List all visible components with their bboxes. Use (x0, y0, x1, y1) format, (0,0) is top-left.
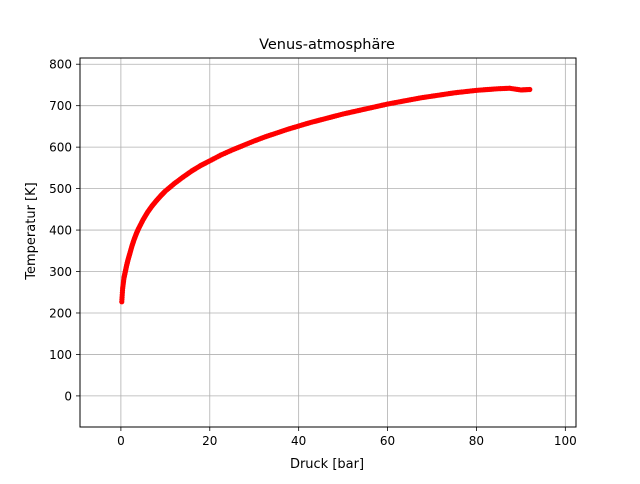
x-tick-label: 0 (117, 434, 125, 448)
y-tick-label: 300 (49, 265, 72, 279)
y-tick-label: 400 (49, 224, 72, 238)
x-tick-label: 20 (202, 434, 217, 448)
y-tick-label: 600 (49, 141, 72, 155)
x-axis-label: Druck [bar] (290, 457, 364, 472)
data-point (527, 86, 533, 93)
y-tick-label: 800 (49, 58, 72, 72)
chart-title: Venus-atmosphäre (259, 37, 395, 53)
ticks: 0 20 40 60 80 100 0 100 200 300 400 500 600 700 800 (49, 58, 577, 448)
y-tick-label: 700 (49, 99, 72, 113)
axes-frame (79, 57, 577, 428)
data-points (119, 85, 533, 305)
x-tick-label: 100 (554, 434, 577, 448)
x-tick-label: 40 (291, 434, 306, 448)
y-tick-label: 200 (49, 306, 72, 320)
y-tick-label: 0 (64, 389, 72, 403)
grid (80, 58, 576, 427)
x-tick-label: 60 (380, 434, 395, 448)
y-tick-label: 500 (49, 182, 72, 196)
y-axis-label: Temperatur [K] (24, 182, 39, 280)
y-tick-label: 100 (49, 348, 72, 362)
x-tick-label: 80 (469, 434, 484, 448)
